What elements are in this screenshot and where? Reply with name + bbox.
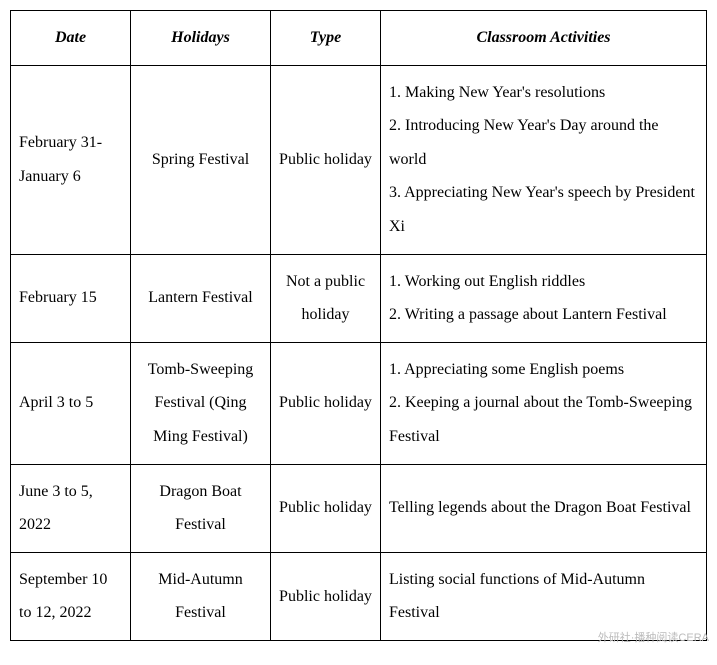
festivals-table: Date Holidays Type Classroom Activities … [10,10,707,641]
cell-date: February 15 [11,254,131,342]
cell-activities: 1. Making New Year's resolutions2. Intro… [381,65,707,254]
table-row: February 31- January 6 Spring Festival P… [11,65,707,254]
cell-activities: 1. Appreciating some English poems2. Kee… [381,342,707,464]
cell-date: September 10 to 12, 2022 [11,552,131,640]
cell-holiday: Mid-Autumn Festival [131,552,271,640]
cell-activities: 1. Working out English riddles2. Writing… [381,254,707,342]
col-header-type: Type [271,11,381,66]
cell-activities: Listing social functions of Mid-Autumn F… [381,552,707,640]
cell-type: Public holiday [271,464,381,552]
cell-type: Public holiday [271,65,381,254]
header-row: Date Holidays Type Classroom Activities [11,11,707,66]
cell-holiday: Lantern Festival [131,254,271,342]
table-row: June 3 to 5, 2022 Dragon Boat Festival P… [11,464,707,552]
cell-date: April 3 to 5 [11,342,131,464]
table-row: February 15 Lantern Festival Not a publi… [11,254,707,342]
cell-date: June 3 to 5, 2022 [11,464,131,552]
cell-holiday: Tomb-Sweeping Festival (Qing Ming Festiv… [131,342,271,464]
table-row: September 10 to 12, 2022 Mid-Autumn Fest… [11,552,707,640]
cell-type: Public holiday [271,552,381,640]
cell-type: Not a public holiday [271,254,381,342]
watermark-text: 外研社·播种阅读CERA [598,629,709,645]
col-header-holidays: Holidays [131,11,271,66]
cell-holiday: Dragon Boat Festival [131,464,271,552]
cell-activities: Telling legends about the Dragon Boat Fe… [381,464,707,552]
cell-date: February 31- January 6 [11,65,131,254]
col-header-date: Date [11,11,131,66]
table-row: April 3 to 5 Tomb-Sweeping Festival (Qin… [11,342,707,464]
cell-holiday: Spring Festival [131,65,271,254]
col-header-activities: Classroom Activities [381,11,707,66]
cell-type: Public holiday [271,342,381,464]
